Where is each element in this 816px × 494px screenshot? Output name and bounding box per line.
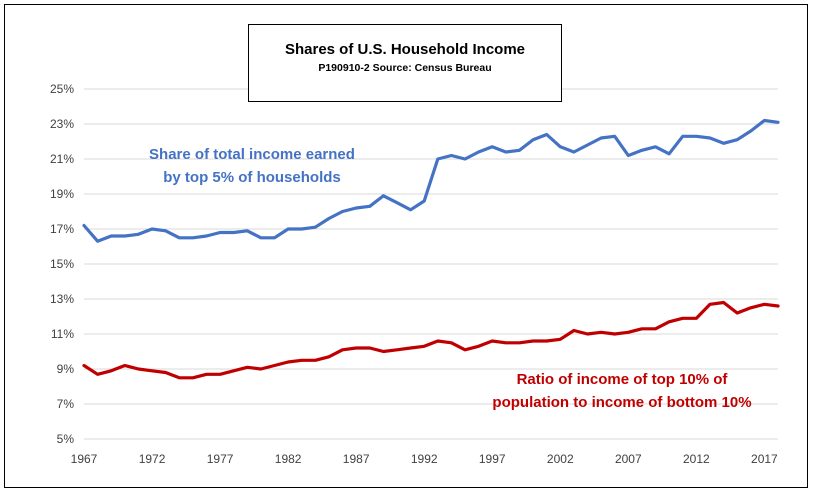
x-tick-label: 2017 xyxy=(751,452,778,466)
y-tick-label: 15% xyxy=(50,257,74,271)
y-axis-tick-labels: 5% 7% 9% 11% 13% 15% 17% 19% 21% 23% 25% xyxy=(50,82,74,446)
series-annotations: Share of total income earned by top 5% of… xyxy=(149,146,752,411)
series-annotation-line: by top 5% of households xyxy=(163,169,341,186)
y-tick-label: 23% xyxy=(50,117,74,131)
series-annotation-line: population to income of bottom 10% xyxy=(492,394,751,411)
y-tick-label: 19% xyxy=(50,187,74,201)
series-lines xyxy=(82,118,780,380)
series-line-top5-share xyxy=(82,118,780,243)
x-tick-label: 1982 xyxy=(275,452,302,466)
y-tick-label: 21% xyxy=(50,152,74,166)
x-tick-label: 1972 xyxy=(139,452,166,466)
y-tick-label: 13% xyxy=(50,292,74,306)
x-tick-label: 2007 xyxy=(615,452,642,466)
title-box: Shares of U.S. Household Income P190910-… xyxy=(248,24,562,102)
x-tick-label: 1997 xyxy=(479,452,506,466)
x-tick-label: 2012 xyxy=(683,452,710,466)
y-tick-label: 9% xyxy=(57,362,75,376)
series-annotation-line: Share of total income earned xyxy=(149,146,355,163)
series-annotation-line: Ratio of income of top 10% of xyxy=(517,371,729,388)
y-tick-label: 17% xyxy=(50,222,74,236)
x-tick-label: 1987 xyxy=(343,452,370,466)
y-tick-label: 11% xyxy=(51,327,74,341)
y-tick-label: 25% xyxy=(50,82,74,96)
gridlines xyxy=(84,88,778,440)
x-axis-tick-labels: 1967 1972 1977 1982 1987 1992 1997 2002 2007 2012… xyxy=(71,452,778,466)
chart-title: Shares of U.S. Household Income xyxy=(284,41,526,58)
y-tick-label: 7% xyxy=(57,397,75,411)
series-line-top10-bottom10-ratio xyxy=(82,300,780,380)
x-tick-label: 2002 xyxy=(547,452,574,466)
x-tick-label: 1992 xyxy=(411,452,438,466)
x-tick-label: 1977 xyxy=(207,452,234,466)
chart-subtitle: P190910-2 Source: Census Bureau xyxy=(318,62,492,74)
x-tick-label: 1967 xyxy=(71,452,98,466)
y-tick-label: 5% xyxy=(57,432,75,446)
